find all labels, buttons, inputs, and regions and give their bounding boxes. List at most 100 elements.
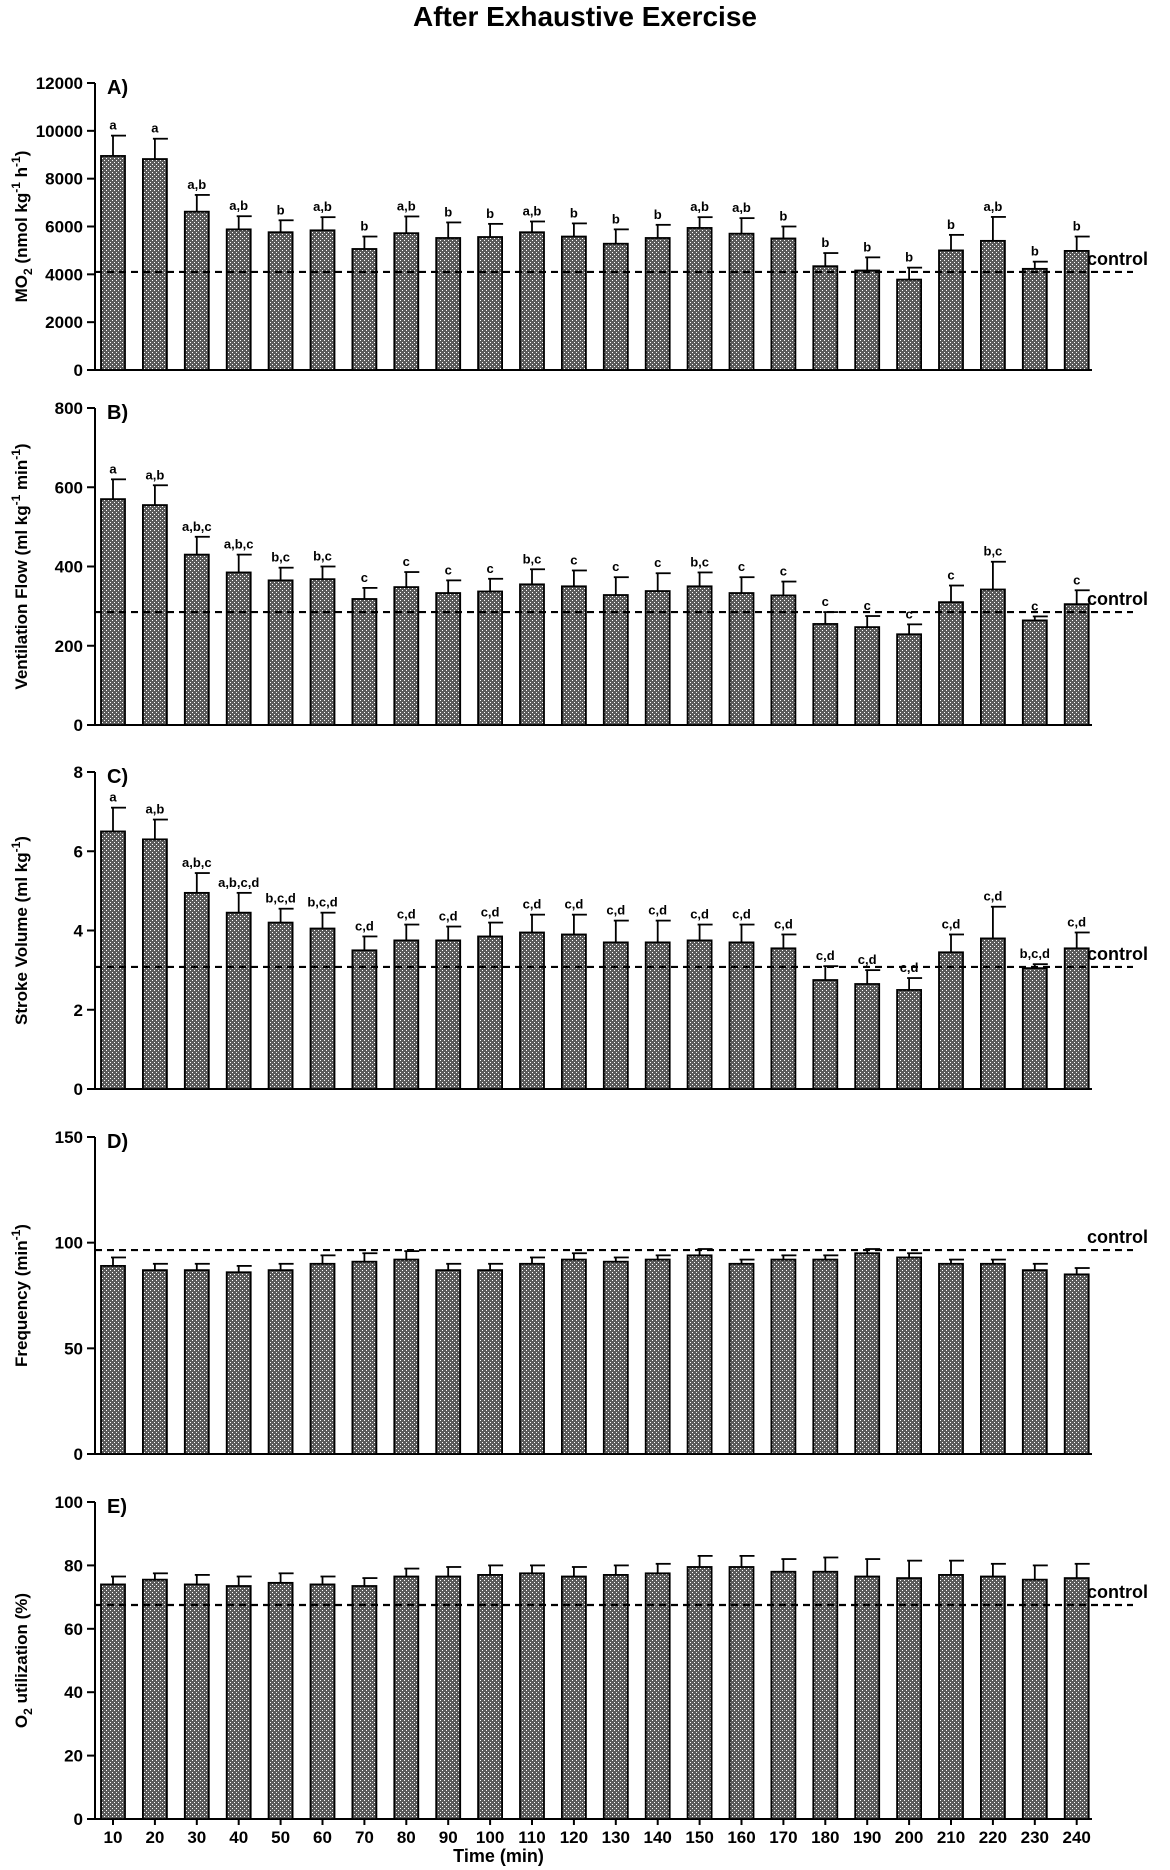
- y-tick-label: 60: [64, 1620, 83, 1639]
- y-tick-label: 2000: [45, 313, 83, 332]
- bar-180: [812, 1570, 839, 1820]
- significance-label: b: [779, 209, 787, 224]
- significance-label: a,b: [690, 199, 709, 214]
- bar-100: [477, 236, 504, 371]
- significance-label: a,b: [146, 467, 165, 482]
- significance-label: b: [654, 207, 662, 222]
- significance-label: a,b: [146, 802, 165, 817]
- bar-210: [938, 601, 964, 726]
- panel-label: A): [107, 77, 128, 99]
- bar-170: [770, 947, 797, 1090]
- bar-220: [980, 1575, 1006, 1820]
- x-tick-label: 100: [476, 1828, 504, 1847]
- x-tick-label: 150: [685, 1828, 713, 1847]
- y-tick-label: 4000: [45, 265, 83, 284]
- bar-200: [896, 633, 922, 726]
- x-axis-title: Time (min): [453, 1846, 544, 1866]
- significance-label: c: [445, 562, 452, 577]
- significance-label: a,b: [984, 199, 1003, 214]
- y-tick-label: 200: [55, 637, 83, 656]
- bar-60: [309, 578, 336, 726]
- y-tick-label: 800: [55, 399, 83, 418]
- bar-210: [938, 249, 964, 371]
- bar-50: [267, 1269, 294, 1455]
- bar-110: [519, 231, 545, 371]
- bar-110: [519, 1262, 545, 1455]
- bar-110: [519, 1572, 545, 1820]
- bar-200: [896, 989, 922, 1090]
- significance-label: b: [1031, 244, 1039, 259]
- y-tick-label: 50: [64, 1339, 83, 1358]
- significance-label: a,b,c: [182, 519, 212, 534]
- significance-label: b: [905, 250, 913, 265]
- page-title: After Exhaustive Exercise: [413, 1, 757, 32]
- bar-180: [812, 979, 839, 1090]
- significance-label: a,b: [313, 199, 332, 214]
- x-tick-label: 190: [853, 1828, 881, 1847]
- bar-100: [477, 1269, 504, 1455]
- x-tick-label: 170: [769, 1828, 797, 1847]
- bar-70: [351, 1585, 378, 1820]
- x-tick-label: 180: [811, 1828, 839, 1847]
- bar-150: [686, 227, 713, 371]
- significance-label: c: [361, 570, 368, 585]
- panel-e: 0 20 40 60 80 100 E) O2 utilization (%) control 1…: [12, 1493, 1148, 1847]
- bar-190: [854, 1575, 881, 1820]
- significance-label: b: [863, 239, 871, 254]
- bar-90: [435, 237, 462, 371]
- x-tick-label: 240: [1063, 1828, 1091, 1847]
- bar-90: [435, 939, 462, 1090]
- panel-d: 0 50 100 150 D) Frequency (min-1) control: [9, 1128, 1148, 1464]
- y-tick-label: 2: [74, 1001, 83, 1020]
- bar-190: [854, 269, 881, 371]
- bar-40: [225, 571, 252, 726]
- bar-50: [267, 1581, 294, 1820]
- bar-70: [351, 949, 378, 1090]
- bar-220: [980, 937, 1006, 1090]
- y-axis-label: O2 utilization (%): [12, 1593, 35, 1728]
- bar-10: [100, 155, 126, 371]
- bar-40: [225, 228, 252, 371]
- bar-20: [141, 158, 168, 371]
- significance-label: c: [822, 594, 829, 609]
- bar-220: [980, 1262, 1006, 1455]
- significance-label: a: [151, 121, 159, 136]
- x-tick-label: 10: [104, 1828, 123, 1847]
- significance-label: c: [864, 598, 871, 613]
- bar-200: [896, 1577, 922, 1820]
- bar-70: [351, 598, 378, 726]
- significance-label: c: [486, 561, 493, 576]
- bar-30: [183, 210, 210, 371]
- x-tick-label: 200: [895, 1828, 923, 1847]
- bar-150: [686, 1254, 713, 1455]
- significance-label: a,b: [187, 177, 206, 192]
- x-tick-label: 30: [187, 1828, 206, 1847]
- significance-label: b: [570, 205, 578, 220]
- bar-70: [351, 1260, 378, 1455]
- bar-230: [1021, 1269, 1048, 1455]
- significance-label: c,d: [858, 952, 877, 967]
- significance-label: b,c,d: [265, 891, 295, 906]
- bar-150: [686, 1566, 713, 1820]
- bar-30: [183, 1583, 210, 1820]
- significance-label: b,c,d: [1020, 946, 1050, 961]
- significance-label: b: [612, 211, 620, 226]
- y-tick-label: 6000: [45, 218, 83, 237]
- bar-140: [644, 941, 671, 1090]
- x-tick-label: 40: [229, 1828, 248, 1847]
- significance-label: c: [1031, 598, 1038, 613]
- panel-b: 0 200 400 600 800 B) Ventilation Flow (ml kg-1…: [9, 399, 1148, 735]
- bar-30: [183, 891, 210, 1090]
- significance-label: a,b: [732, 200, 751, 215]
- bar-210: [938, 1574, 964, 1820]
- bar-140: [644, 237, 671, 371]
- significance-label: a,b: [397, 198, 416, 213]
- bar-130: [602, 594, 629, 726]
- y-tick-label: 0: [74, 361, 83, 380]
- significance-label: c,d: [774, 916, 793, 931]
- bar-130: [602, 1574, 629, 1820]
- bar-20: [141, 1578, 168, 1820]
- control-label: control: [1087, 589, 1148, 609]
- significance-label: c,d: [816, 948, 835, 963]
